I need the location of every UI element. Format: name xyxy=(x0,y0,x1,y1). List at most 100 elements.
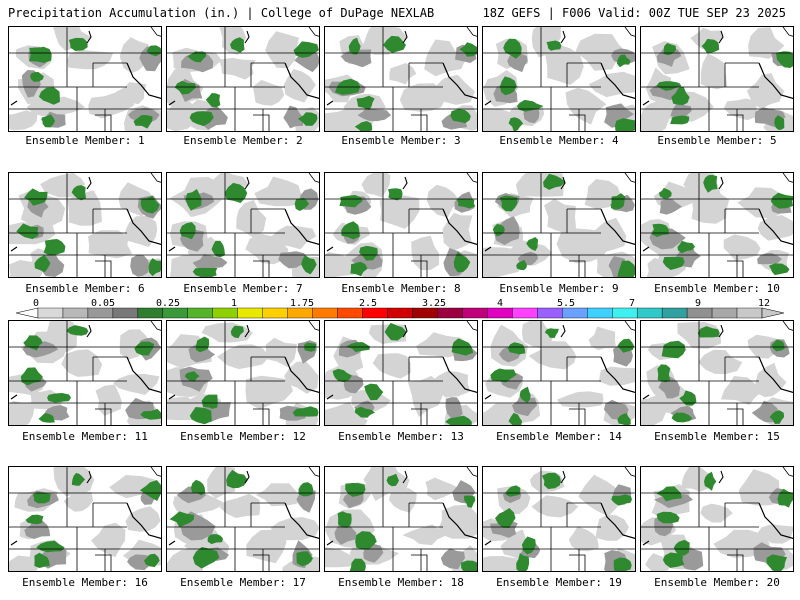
heavy-precip-area xyxy=(190,479,206,496)
panel-label-18: Ensemble Member: 18 xyxy=(338,576,464,589)
light-precip-area xyxy=(9,400,35,425)
ensemble-panel-19 xyxy=(482,466,636,572)
lake-outline xyxy=(244,176,250,190)
ensemble-panel-1 xyxy=(8,26,162,132)
coast-line xyxy=(642,540,650,546)
state-border-line xyxy=(569,408,586,425)
light-precip-area xyxy=(588,71,635,98)
heavy-precip-area xyxy=(461,560,477,571)
colorbar-bin-23 xyxy=(587,307,613,319)
light-precip-area xyxy=(565,87,607,125)
colorbar-bin-6 xyxy=(162,307,189,319)
heavy-precip-area xyxy=(386,473,399,487)
heavy-precip-area xyxy=(615,118,635,131)
moderate-precip-area xyxy=(334,520,357,545)
light-precip-area xyxy=(425,477,460,501)
heavy-precip-area xyxy=(174,80,196,95)
panel-label-1: Ensemble Member: 1 xyxy=(25,134,145,147)
light-precip-area xyxy=(578,474,621,517)
river-border-line xyxy=(758,502,793,540)
colorbar-tick-label: 5.5 xyxy=(556,298,576,309)
light-precip-area xyxy=(544,198,577,234)
heavy-precip-area xyxy=(771,339,785,352)
colorbar-bin-18 xyxy=(462,307,488,319)
light-precip-area xyxy=(646,257,675,277)
panel-label-15: Ensemble Member: 15 xyxy=(654,430,780,443)
panel-label-14: Ensemble Member: 14 xyxy=(496,430,622,443)
light-precip-area xyxy=(63,490,94,512)
heavy-precip-area xyxy=(169,511,195,528)
panel-label-8: Ensemble Member: 8 xyxy=(341,282,461,295)
light-precip-area xyxy=(219,493,261,518)
heavy-precip-area xyxy=(201,394,218,409)
precip-map-20 xyxy=(641,467,793,571)
heavy-precip-area xyxy=(503,38,522,59)
heavy-precip-area xyxy=(41,114,56,128)
light-precip-area xyxy=(361,27,408,55)
state-border-line xyxy=(95,554,112,571)
light-precip-area xyxy=(521,321,555,349)
light-precip-area xyxy=(61,349,103,377)
heavy-precip-area xyxy=(777,488,793,508)
lake-outline xyxy=(560,30,566,44)
colorbar-bin-17 xyxy=(437,307,463,319)
light-precip-area xyxy=(9,555,41,571)
moderate-precip-area xyxy=(130,254,150,277)
heavy-precip-area xyxy=(187,51,207,63)
precip-map-12 xyxy=(167,321,319,425)
colorbar-tick-label: 1.75 xyxy=(289,298,315,309)
heavy-precip-area xyxy=(445,415,472,425)
state-border-line xyxy=(569,114,586,131)
colorbar-tick-label: 0.25 xyxy=(155,298,181,309)
light-precip-area xyxy=(207,173,249,200)
coast-line xyxy=(484,100,492,106)
heavy-precip-area xyxy=(610,193,626,210)
ensemble-panel-20 xyxy=(640,466,794,572)
light-precip-area xyxy=(755,362,787,398)
light-precip-area xyxy=(389,63,417,85)
state-border-line xyxy=(308,321,319,331)
lake-outline xyxy=(402,470,408,484)
ensemble-panel-3 xyxy=(324,26,478,132)
light-precip-area xyxy=(723,234,761,261)
colorbar-bin-28 xyxy=(711,307,738,319)
panel-label-3: Ensemble Member: 3 xyxy=(341,134,461,147)
colorbar-bin-10 xyxy=(262,307,288,319)
panel-label-6: Ensemble Member: 6 xyxy=(25,282,145,295)
light-precip-area xyxy=(720,376,765,405)
state-border-line xyxy=(308,173,319,183)
light-precip-area xyxy=(588,217,627,253)
light-precip-area xyxy=(123,216,158,247)
precip-map-7 xyxy=(167,173,319,277)
heavy-precip-area xyxy=(184,371,200,382)
light-precip-area xyxy=(407,375,443,417)
panel-label-2: Ensemble Member: 2 xyxy=(183,134,303,147)
state-border-line xyxy=(95,260,112,277)
panel-label-20: Ensemble Member: 20 xyxy=(654,576,780,589)
heavy-precip-area xyxy=(697,326,720,338)
river-border-line xyxy=(126,502,161,540)
coast-line xyxy=(484,246,492,252)
light-precip-area xyxy=(595,514,629,541)
precip-map-19 xyxy=(483,467,635,571)
heavy-precip-area xyxy=(350,261,368,277)
map-title: Precipitation Accumulation (in.) | Colle… xyxy=(8,6,435,20)
ensemble-panel-6 xyxy=(8,172,162,278)
light-precip-area xyxy=(483,247,525,277)
lake-outline xyxy=(244,30,250,44)
river-border-line xyxy=(758,208,793,246)
river-border-line xyxy=(126,356,161,394)
light-precip-area xyxy=(67,49,114,70)
heavy-precip-area xyxy=(701,38,720,54)
light-precip-area xyxy=(531,495,579,518)
state-border-line xyxy=(466,27,477,37)
lake-outline xyxy=(560,470,566,484)
state-border-line xyxy=(150,27,161,37)
state-border-line xyxy=(95,408,112,425)
river-border-line xyxy=(442,62,477,100)
light-precip-area xyxy=(265,31,299,69)
heavy-precip-area xyxy=(655,486,682,502)
moderate-precip-area xyxy=(357,107,392,122)
river-border-line xyxy=(442,208,477,246)
moderate-precip-area xyxy=(24,520,51,539)
